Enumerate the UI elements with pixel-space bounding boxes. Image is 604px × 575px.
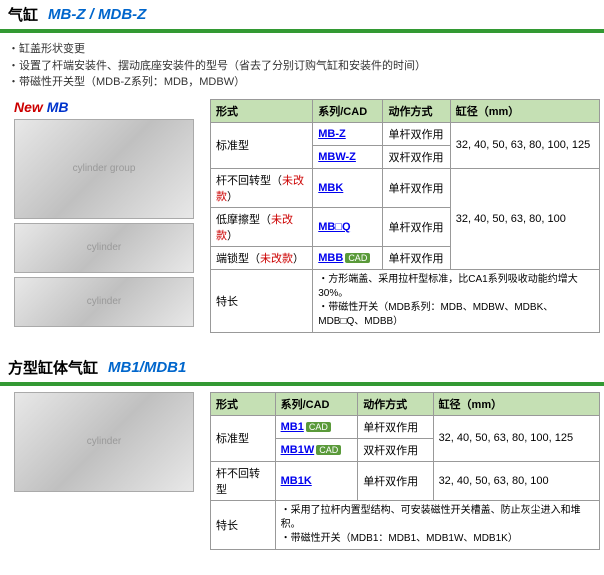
- cell-series: MB-Z: [313, 122, 383, 145]
- cell-series: MBK: [313, 168, 383, 207]
- cell-type: 杆不回转型（未改款）: [211, 168, 313, 207]
- th-series: 系列/CAD: [275, 392, 358, 415]
- title-row: 气缸 MB-Z / MDB-Z: [0, 0, 604, 29]
- cell-series: MBBCAD: [313, 246, 383, 269]
- series-link[interactable]: MB1K: [281, 475, 312, 487]
- series-link[interactable]: MBW-Z: [318, 151, 356, 163]
- cell-type: 标准型: [211, 122, 313, 168]
- spec-table: 形式 系列/CAD 动作方式 缸径（mm） 标准型 MB1CAD 单杆双作用 3…: [210, 392, 600, 550]
- image-column: New MB cylinder group cylinder cylinder: [4, 99, 204, 333]
- divider: [0, 382, 604, 386]
- cell-action: 双杆双作用: [383, 145, 450, 168]
- cell-series: MB1K: [275, 461, 358, 500]
- cell-type: 低摩擦型（未改款）: [211, 207, 313, 246]
- series-link[interactable]: MBK: [318, 182, 343, 194]
- th-series: 系列/CAD: [313, 99, 383, 122]
- cell-type: 标准型: [211, 415, 276, 461]
- th-bore: 缸径（mm）: [433, 392, 599, 415]
- cell-action: 单杆双作用: [383, 246, 450, 269]
- note-item: 缸盖形状变更: [8, 41, 596, 58]
- divider: [0, 29, 604, 33]
- cell-series: MBW-Z: [313, 145, 383, 168]
- cell-action: 单杆双作用: [383, 207, 450, 246]
- image-column: cylinder: [4, 392, 204, 550]
- cell-bore: 32, 40, 50, 63, 80, 100: [433, 461, 599, 500]
- section-mb1: 方型缸体气缸 MB1/MDB1 cylinder 形式 系列/CAD 动作方式 …: [0, 353, 604, 550]
- cell-action: 双杆双作用: [358, 438, 433, 461]
- notes-list: 缸盖形状变更 设置了杆端安装件、摆动底座安装件的型号（省去了分别订购气缸和安装件…: [0, 39, 604, 99]
- th-type: 形式: [211, 99, 313, 122]
- series-link[interactable]: MB-Z: [318, 128, 346, 140]
- th-action: 动作方式: [358, 392, 433, 415]
- cell-bore: 32, 40, 50, 63, 80, 100: [450, 168, 599, 269]
- content-row: cylinder 形式 系列/CAD 动作方式 缸径（mm） 标准型 MB1CA…: [0, 392, 604, 550]
- cell-feature-label: 特长: [211, 500, 276, 549]
- note-item: 设置了杆端安装件、摆动底座安装件的型号（省去了分别订购气缸和安装件的时间）: [8, 58, 596, 75]
- cylinder-image: cylinder: [14, 223, 194, 273]
- series-link[interactable]: MBB: [318, 252, 343, 264]
- cell-action: 单杆双作用: [383, 122, 450, 145]
- th-action: 动作方式: [383, 99, 450, 122]
- title-model: MB-Z / MDB-Z: [48, 6, 146, 23]
- cell-features: ・采用了拉杆内置型结构、可安装磁性开关槽盖、防止灰尘进入和堆积。 ・带磁性开关（…: [275, 500, 599, 549]
- cell-type: 端锁型（未改款）: [211, 246, 313, 269]
- title-cn: 方型缸体气缸: [8, 357, 98, 378]
- th-bore: 缸径（mm）: [450, 99, 599, 122]
- spec-table: 形式 系列/CAD 动作方式 缸径（mm） 标准型 MB-Z 单杆双作用 32,…: [210, 99, 600, 333]
- cad-badge: CAD: [316, 445, 341, 455]
- cell-series: MB1CAD: [275, 415, 358, 438]
- title-model: MB1/MDB1: [108, 359, 186, 376]
- content-row: New MB cylinder group cylinder cylinder …: [0, 99, 604, 333]
- cell-bore: 32, 40, 50, 63, 80, 100, 125: [450, 122, 599, 168]
- cell-bore: 32, 40, 50, 63, 80, 100, 125: [433, 415, 599, 461]
- cell-action: 单杆双作用: [358, 461, 433, 500]
- series-link[interactable]: MB□Q: [318, 221, 350, 233]
- cylinder-image: cylinder group: [14, 119, 194, 219]
- cell-series: MB□Q: [313, 207, 383, 246]
- cylinder-image: cylinder: [14, 277, 194, 327]
- new-badge: New MB: [14, 99, 68, 115]
- note-item: 带磁性开关型（MDB-Z系列：MDB，MDBW）: [8, 74, 596, 91]
- title-cn: 气缸: [8, 4, 38, 25]
- cad-badge: CAD: [306, 422, 331, 432]
- series-link[interactable]: MB1W: [281, 444, 315, 456]
- cell-type: 杆不回转型: [211, 461, 276, 500]
- th-type: 形式: [211, 392, 276, 415]
- cad-badge: CAD: [345, 253, 370, 263]
- cell-action: 单杆双作用: [358, 415, 433, 438]
- series-link[interactable]: MB1: [281, 421, 304, 433]
- cell-series: MB1WCAD: [275, 438, 358, 461]
- cell-action: 单杆双作用: [383, 168, 450, 207]
- section-mbz: 气缸 MB-Z / MDB-Z 缸盖形状变更 设置了杆端安装件、摆动底座安装件的…: [0, 0, 604, 333]
- cell-feature-label: 特长: [211, 269, 313, 332]
- cylinder-image: cylinder: [14, 392, 194, 492]
- cell-features: ・方形端盖、采用拉杆型标准，比CA1系列吸收动能约增大30%。 ・带磁性开关（M…: [313, 269, 600, 332]
- title-row: 方型缸体气缸 MB1/MDB1: [0, 353, 604, 382]
